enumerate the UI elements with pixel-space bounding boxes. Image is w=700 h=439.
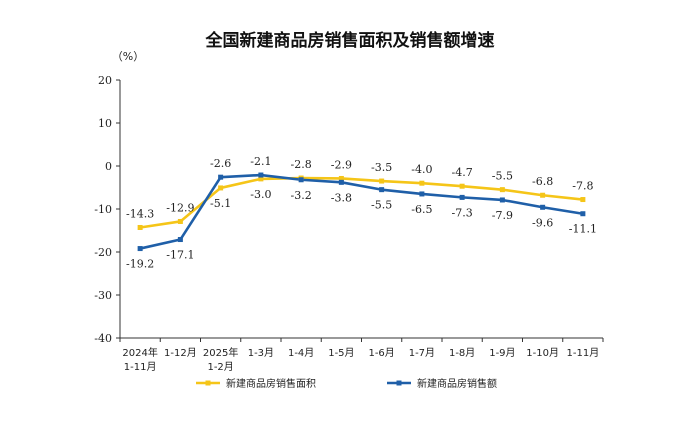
data-label: -3.5 (371, 161, 392, 174)
data-point (177, 218, 183, 224)
data-point (137, 224, 143, 230)
data-point (580, 211, 586, 217)
x-tick-labels: 2024年 1-11月 1-12月 2025年 1-2月 1-3月 1-4月 1-5月 1-6月… (122, 346, 599, 373)
y-tick-label: -40 (94, 332, 112, 345)
x-tick-label: 1-11月 (567, 347, 600, 359)
data-label: -2.8 (291, 158, 312, 171)
legend-label: 新建商品房销售额 (417, 377, 497, 390)
y-tick-label: -20 (94, 246, 112, 259)
x-tick-label: 1-2月 (207, 361, 233, 373)
data-point (218, 174, 224, 180)
x-tick-label: 2025年 (203, 346, 238, 359)
y-tick-label: 0 (105, 160, 112, 173)
data-label: -12.9 (166, 201, 194, 214)
series-points (137, 172, 586, 252)
data-label: -17.1 (166, 249, 194, 262)
data-label: -4.7 (452, 166, 473, 179)
data-label: -5.5 (492, 170, 513, 183)
data-point (338, 179, 344, 185)
y-tick-labels: 20 10 0 -10 -20 -30 -40 (94, 74, 112, 345)
data-label: -3.8 (331, 191, 352, 204)
series-lines (139, 173, 584, 250)
x-tick-label: 1-4月 (288, 347, 314, 359)
axes (116, 79, 604, 342)
data-point (258, 172, 264, 178)
x-tick-label: 1-11月 (124, 361, 157, 373)
data-label: -6.5 (411, 203, 432, 216)
data-labels: -14.3 -19.2 -12.9 -17.1 -5.1 -2.6 -3.0 -2.1 -2.8… (126, 155, 597, 271)
data-point (177, 237, 183, 243)
data-label: -11.1 (569, 223, 597, 236)
legend-swatch-marker (396, 380, 402, 386)
data-label: -9.6 (532, 216, 553, 229)
data-label: -3.2 (291, 189, 312, 202)
data-label: -5.5 (371, 199, 392, 212)
data-point (379, 187, 385, 193)
series-line-1 (139, 176, 584, 229)
data-label: -2.9 (331, 158, 352, 171)
data-label: -2.6 (210, 157, 231, 170)
data-label: -19.2 (126, 258, 154, 271)
x-tick-label: 1-6月 (368, 347, 394, 359)
x-tick-label: 1-5月 (328, 347, 354, 359)
chart-title: 全国新建商品房销售面积及销售额增速 (205, 30, 495, 51)
data-point (218, 185, 224, 191)
y-tick-label: 20 (98, 74, 112, 87)
data-label: -4.0 (411, 163, 432, 176)
data-point (459, 183, 465, 189)
data-point (298, 177, 304, 183)
legend: 新建商品房销售面积 新建商品房销售额 (196, 377, 497, 390)
data-point (419, 180, 425, 186)
legend-swatch-marker (205, 380, 211, 386)
x-tick-label: 2024年 (122, 346, 157, 359)
data-label: -7.9 (492, 209, 513, 222)
x-tick-label: 1-12月 (164, 347, 197, 359)
x-tick-label: 1-9月 (489, 347, 515, 359)
data-point (338, 175, 344, 181)
data-label: -7.8 (572, 180, 593, 193)
data-point (258, 176, 264, 182)
data-point (137, 246, 143, 252)
data-label: -6.8 (532, 175, 553, 188)
y-tick-label: -30 (94, 289, 112, 302)
data-point (499, 197, 505, 203)
x-tick-label: 1-8月 (449, 347, 475, 359)
data-point (379, 178, 385, 184)
x-tick-label: 1-10月 (526, 347, 559, 359)
data-label: -14.3 (126, 207, 154, 220)
data-point (459, 194, 465, 200)
data-label: -5.1 (210, 197, 231, 210)
data-point (580, 197, 586, 203)
data-point (540, 192, 546, 198)
data-label: -2.1 (250, 155, 271, 168)
legend-label: 新建商品房销售面积 (226, 377, 316, 390)
data-label: -7.3 (452, 206, 473, 219)
y-tick-label: -10 (94, 203, 112, 216)
data-label: -3.0 (250, 188, 271, 201)
series-line-2 (139, 173, 584, 250)
y-tick-label: 10 (98, 117, 112, 130)
x-tick-label: 1-7月 (409, 347, 435, 359)
data-point (499, 187, 505, 193)
unit-label: （%） (112, 50, 144, 63)
data-point (419, 191, 425, 197)
x-tick-label: 1-3月 (248, 347, 274, 359)
data-point (540, 204, 546, 210)
